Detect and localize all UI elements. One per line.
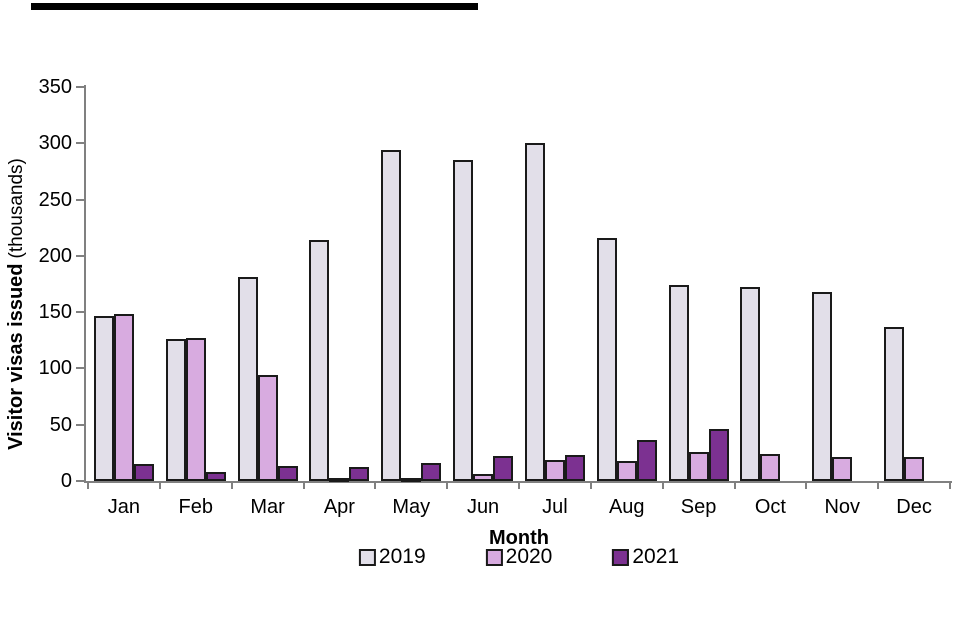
bar-2019-Dec bbox=[884, 327, 904, 481]
y-tick-label: 250 bbox=[38, 188, 72, 211]
x-tick-mark bbox=[446, 483, 449, 489]
x-axis-title: Month bbox=[489, 527, 549, 549]
bar-2020-Nov bbox=[832, 457, 852, 481]
x-tick-mark bbox=[302, 483, 305, 489]
bar-2019-Jul bbox=[525, 143, 545, 481]
x-tick-label: Nov bbox=[824, 496, 861, 518]
bar-2020-May bbox=[401, 478, 421, 482]
y-tick-mark bbox=[76, 423, 84, 426]
x-tick-mark bbox=[661, 483, 664, 489]
bar-2021-Jun bbox=[493, 456, 513, 481]
y-tick-label: 0 bbox=[60, 470, 72, 492]
bar-2019-Aug bbox=[597, 238, 617, 481]
x-tick-label: Feb bbox=[178, 496, 213, 518]
x-tick-label: Jan bbox=[107, 496, 141, 518]
bar-2020-Apr bbox=[329, 478, 349, 482]
legend-swatch-2021 bbox=[612, 548, 630, 566]
legend-item-2019: 2019 bbox=[358, 545, 426, 569]
y-tick-label: 150 bbox=[38, 301, 72, 324]
legend-swatch-2020 bbox=[485, 548, 503, 566]
bar-2021-Feb bbox=[206, 472, 226, 481]
x-tick-label: Jul bbox=[542, 496, 568, 518]
y-tick-label: 50 bbox=[49, 413, 72, 436]
bar-2019-Mar bbox=[238, 277, 258, 481]
legend-swatch-2019 bbox=[358, 548, 376, 566]
bar-2019-Jun bbox=[453, 160, 473, 481]
y-axis-line bbox=[84, 85, 86, 483]
y-tick-label: 200 bbox=[38, 244, 72, 267]
bar-2021-May bbox=[421, 463, 441, 481]
bar-2019-Apr bbox=[309, 240, 329, 481]
legend-label: 2020 bbox=[505, 545, 553, 568]
x-tick-mark bbox=[87, 483, 89, 489]
x-tick-mark bbox=[949, 483, 951, 489]
x-tick-label: Aug bbox=[608, 496, 645, 518]
x-tick-mark bbox=[877, 483, 880, 489]
y-tick-mark bbox=[76, 198, 84, 201]
y-tick-label: 300 bbox=[38, 132, 72, 155]
x-tick-mark bbox=[158, 483, 161, 489]
bar-2021-Sep bbox=[709, 429, 729, 481]
bar-2021-Aug bbox=[637, 440, 657, 481]
bar-2020-Sep bbox=[689, 452, 709, 481]
y-tick-mark bbox=[76, 480, 84, 482]
y-tick-mark bbox=[76, 367, 84, 370]
y-tick-mark bbox=[76, 86, 84, 88]
bar-2020-Dec bbox=[904, 457, 924, 481]
bar-2020-Feb bbox=[186, 338, 206, 481]
bar-2019-Sep bbox=[669, 285, 689, 481]
x-tick-mark bbox=[733, 483, 736, 489]
legend-item-2021: 2021 bbox=[612, 545, 679, 569]
y-tick-label: 100 bbox=[38, 357, 72, 380]
bar-2021-Mar bbox=[278, 466, 298, 481]
x-tick-label: Dec bbox=[896, 496, 932, 518]
x-tick-mark bbox=[374, 483, 377, 489]
x-tick-mark bbox=[518, 483, 520, 489]
legend-label: 2021 bbox=[632, 545, 680, 568]
x-tick-mark bbox=[805, 483, 808, 489]
x-tick-label: Apr bbox=[323, 496, 355, 518]
bar-2021-Apr bbox=[349, 467, 369, 481]
bar-2019-Oct bbox=[740, 287, 760, 481]
legend: 2019 2020 2021 bbox=[358, 545, 679, 569]
x-tick-label: Sep bbox=[680, 496, 717, 518]
bar-2021-Jan bbox=[134, 464, 154, 481]
y-tick-label: 350 bbox=[38, 76, 72, 98]
bar-2019-Feb bbox=[166, 339, 186, 481]
y-tick-mark bbox=[76, 311, 84, 314]
x-tick-mark bbox=[589, 483, 592, 489]
bar-2020-Jul bbox=[545, 460, 565, 481]
x-tick-label: Mar bbox=[250, 496, 285, 518]
top-decoration-bar bbox=[31, 3, 478, 10]
bar-2020-Jan bbox=[114, 314, 134, 481]
x-tick-label: Jun bbox=[466, 496, 500, 518]
bar-2020-Oct bbox=[760, 454, 780, 481]
x-axis-line bbox=[84, 481, 952, 483]
x-tick-label: May bbox=[392, 496, 431, 518]
bar-2019-May bbox=[381, 150, 401, 481]
bar-2021-Jul bbox=[565, 455, 585, 481]
bar-2020-Mar bbox=[258, 375, 278, 481]
bar-2020-Aug bbox=[617, 461, 637, 481]
bar-2019-Jan bbox=[94, 316, 114, 481]
legend-item-2020: 2020 bbox=[485, 545, 553, 569]
legend-label: 2019 bbox=[378, 545, 426, 568]
y-tick-mark bbox=[76, 254, 84, 257]
bar-2019-Nov bbox=[812, 292, 832, 481]
y-tick-mark bbox=[76, 142, 84, 145]
bar-2020-Jun bbox=[473, 474, 493, 481]
x-tick-label: Oct bbox=[754, 496, 786, 518]
x-tick-mark bbox=[230, 483, 233, 489]
